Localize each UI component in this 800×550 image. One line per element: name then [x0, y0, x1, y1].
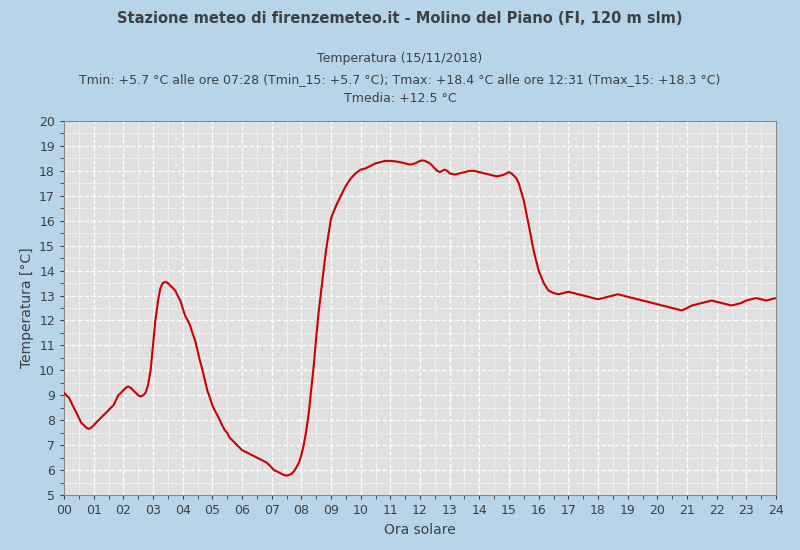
Text: Tmin: +5.7 °C alle ore 07:28 (Tmin_15: +5.7 °C); Tmax: +18.4 °C alle ore 12:31 (: Tmin: +5.7 °C alle ore 07:28 (Tmin_15: +… — [79, 73, 721, 86]
X-axis label: Ora solare: Ora solare — [384, 522, 456, 537]
Text: Stazione meteo di firenzemeteo.it - Molino del Piano (FI, 120 m slm): Stazione meteo di firenzemeteo.it - Moli… — [118, 11, 682, 26]
Text: Tmedia: +12.5 °C: Tmedia: +12.5 °C — [344, 92, 456, 106]
Y-axis label: Temperatura [°C]: Temperatura [°C] — [19, 248, 34, 368]
Text: Temperatura (15/11/2018): Temperatura (15/11/2018) — [318, 52, 482, 65]
